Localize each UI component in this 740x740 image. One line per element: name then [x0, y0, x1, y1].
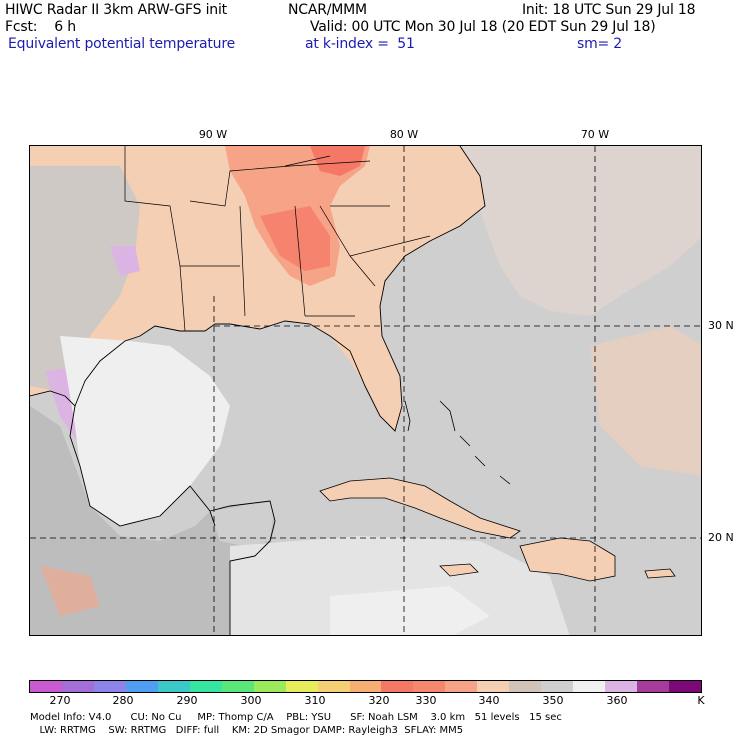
texas-interior: [30, 166, 140, 391]
colorbar-swatch: [413, 681, 446, 692]
atlantic-warm-region: [460, 146, 701, 316]
texas-lilac-patch: [110, 246, 140, 276]
colorbar-swatch: [61, 681, 94, 692]
colorbar-swatch: [93, 681, 126, 692]
colorbar-swatch: [605, 681, 638, 692]
puerto-rico: [644, 568, 676, 579]
physics-info-line: LW: RRTMG SW: RRTMG DIFF: full KM: 2D Sm…: [30, 725, 464, 736]
colorbar-label: 320: [368, 694, 390, 707]
colorbar-swatch: [30, 681, 62, 692]
field-name: Equivalent potential temperature: [8, 36, 235, 52]
mexico-gulf-coastline: [69, 405, 216, 527]
us-gulf-atlantic-coastline: [30, 146, 486, 432]
colorbar: [29, 680, 702, 693]
jamaica: [439, 563, 479, 577]
colorbar-swatch: [157, 681, 190, 692]
lon-label-90w: 90 W: [198, 128, 228, 141]
colorbar-swatch: [253, 681, 286, 692]
colorbar-swatch: [189, 681, 222, 692]
model-title: HIWC Radar II 3km ARW-GFS init: [5, 2, 227, 18]
caribbean-white-region: [330, 586, 490, 635]
forecast-hour: Fcst: 6 h: [5, 19, 76, 35]
yucatan-coastline: [209, 500, 276, 635]
colorbar-unit-label: K: [697, 694, 705, 707]
theta-e-map: [30, 146, 701, 635]
init-time: Init: 18 UTC Sun 29 Jul 18: [522, 2, 696, 18]
map-panel: [29, 145, 702, 636]
latlon-grid: [30, 146, 701, 635]
florida-peninsula: [350, 321, 402, 431]
state-borders: [124, 146, 431, 332]
mexico-warm-patch: [40, 566, 100, 616]
colorbar-label: 350: [542, 694, 564, 707]
colorbar-swatch: [541, 681, 574, 692]
institution-label: NCAR/MMM: [288, 2, 367, 18]
colorbar-label: 340: [478, 694, 500, 707]
southeast-hot-core: [310, 146, 365, 176]
valid-time: Valid: 00 UTC Mon 30 Jul 18 (20 EDT Sun …: [310, 19, 656, 35]
lon-label-70w: 70 W: [580, 128, 610, 141]
colorbar-swatch: [637, 681, 670, 692]
atlantic-east-region: [590, 326, 701, 476]
colorbar-label: 300: [240, 694, 262, 707]
lon-label-80w: 80 W: [389, 128, 419, 141]
colorbar-label: 280: [112, 694, 134, 707]
colorbar-label: 290: [176, 694, 198, 707]
hispaniola: [519, 537, 616, 582]
yucatan: [210, 501, 275, 546]
gulf-cool-region: [60, 336, 230, 526]
colorbar-label: 310: [304, 694, 326, 707]
colorbar-label: 360: [606, 694, 628, 707]
smoothing-label: sm= 2: [577, 36, 623, 52]
colorbar-swatch: [445, 681, 478, 692]
colorbar-swatch: [381, 681, 414, 692]
bahamas-islands: [404, 400, 511, 485]
alabama-hot-core: [260, 206, 330, 271]
colorbar-swatch: [125, 681, 158, 692]
lat-label-30n: 30 N: [708, 319, 734, 332]
colorbar-swatch: [349, 681, 382, 692]
colorbar-swatch: [285, 681, 318, 692]
level-label: at k-index = 51: [305, 36, 415, 52]
colorbar-label: 330: [415, 694, 437, 707]
colorbar-swatch: [317, 681, 350, 692]
colorbar-swatch: [669, 681, 702, 692]
colorbar-swatch: [573, 681, 606, 692]
lat-label-20n: 20 N: [708, 531, 734, 544]
model-info-line: Model Info: V4.0 CU: No Cu MP: Thomp C/A…: [30, 712, 562, 723]
colorbar-swatch: [477, 681, 510, 692]
colorbar-label: 270: [49, 694, 71, 707]
colorbar-swatch: [509, 681, 542, 692]
caribbean-cool-region: [230, 536, 570, 635]
colorbar-swatch: [221, 681, 254, 692]
